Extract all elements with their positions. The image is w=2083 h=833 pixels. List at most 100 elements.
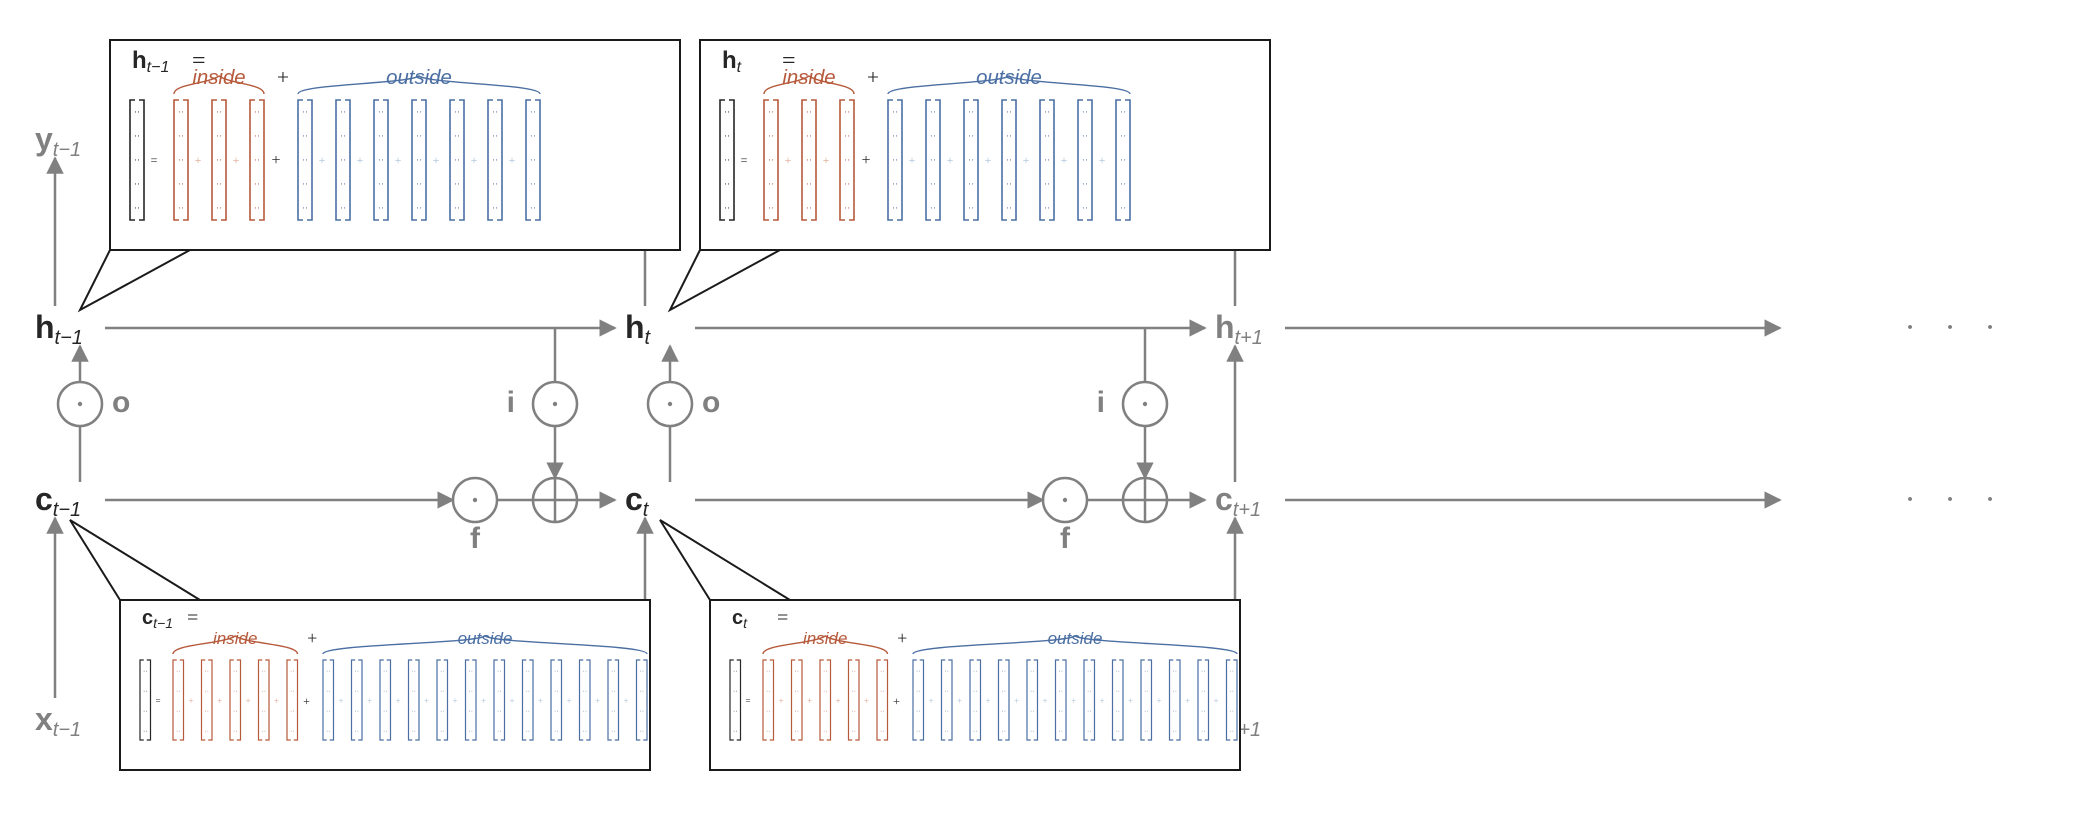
svg-text:+: + [303,694,310,708]
svg-text:··: ·· [355,708,360,715]
svg-text:··: ·· [852,728,857,735]
svg-text:··: ·· [1044,131,1050,141]
svg-text:··: ·· [583,708,588,715]
lstm-decomposition-diagram: yt−1ytyt+1ht−1ct−1htctht+1ct+1xt−1xtxt+1… [0,0,2083,833]
svg-text:+: + [1128,696,1133,706]
svg-text:··: ·· [973,688,978,695]
ellipsis-dot: · [1944,481,1955,518]
svg-text:··: ·· [412,688,417,695]
svg-text:··: ·· [554,668,559,675]
svg-text:=: = [777,607,788,629]
svg-text:··: ·· [1044,155,1050,165]
inside-label: inside [213,629,257,648]
svg-text:··: ·· [1201,668,1206,675]
svg-text:··: ·· [1030,708,1035,715]
svg-text:··: ·· [254,203,260,213]
svg-text:··: ·· [134,107,140,117]
svg-text:+: + [188,696,193,706]
gate-i-label: i [1097,386,1105,419]
svg-text:··: ·· [1201,708,1206,715]
svg-text:··: ·· [554,688,559,695]
svg-text:··: ·· [795,668,800,675]
ellipsis-dot: · [1984,309,1995,346]
svg-text:··: ·· [440,668,445,675]
svg-text:··: ·· [1044,179,1050,189]
svg-text:··: ·· [930,155,936,165]
svg-text:··: ·· [930,107,936,117]
svg-text:··: ·· [178,179,184,189]
svg-text:··: ·· [526,668,531,675]
svg-text:··: ·· [416,203,422,213]
outside-label: outside [976,67,1042,89]
svg-text:··: ·· [1144,688,1149,695]
svg-text:··: ·· [724,131,730,141]
svg-text:··: ·· [1144,708,1149,715]
svg-text:+: + [928,696,933,706]
svg-text:··: ·· [880,668,885,675]
svg-text:··: ·· [1173,728,1178,735]
svg-text:··: ·· [178,203,184,213]
svg-text:+: + [424,696,429,706]
callout-c_tm1: ct−1=········=········+········+········… [70,520,650,770]
svg-text:··: ·· [1120,179,1126,189]
svg-text:··: ·· [733,688,738,695]
svg-text:··: ·· [1030,668,1035,675]
svg-text:ht+1: ht+1 [1215,309,1263,349]
svg-text:+: + [1213,696,1218,706]
svg-text:+: + [1185,696,1190,706]
svg-text:··: ·· [233,688,238,695]
svg-text:··: ·· [930,203,936,213]
svg-text:··: ·· [134,179,140,189]
svg-text:··: ·· [497,728,502,735]
svg-text:+: + [509,696,514,706]
svg-text:··: ·· [768,107,774,117]
svg-text:··: ·· [302,155,308,165]
svg-text:+: + [338,696,343,706]
outside-label: outside [1048,629,1103,648]
svg-text:··: ·· [216,107,222,117]
svg-text:··: ·· [973,668,978,675]
svg-text:··: ·· [1044,107,1050,117]
svg-text:··: ·· [806,203,812,213]
h-0: ht−1 [35,309,83,349]
svg-text:+: + [277,65,289,89]
svg-text:··: ·· [233,668,238,675]
svg-text:··: ·· [326,708,331,715]
svg-text:··: ·· [1201,688,1206,695]
svg-text:+: + [864,696,869,706]
svg-text:··: ·· [733,728,738,735]
svg-text:··: ·· [378,203,384,213]
svg-text:··: ·· [440,728,445,735]
svg-text:ct+1: ct+1 [1215,481,1261,521]
svg-text:··: ·· [640,668,645,675]
svg-text:··: ·· [340,203,346,213]
svg-text:··: ·· [134,131,140,141]
svg-text:··: ·· [823,708,828,715]
c-2: ct+1 [1215,481,1261,521]
svg-text:··: ·· [916,688,921,695]
svg-text:··: ·· [530,203,536,213]
svg-text:··: ·· [492,203,498,213]
svg-text:··: ·· [724,179,730,189]
svg-text:··: ·· [1087,668,1092,675]
svg-text:··: ·· [492,107,498,117]
svg-text:+: + [985,696,990,706]
c-0: ct−1 [35,481,81,521]
svg-text:··: ·· [530,107,536,117]
svg-text:··: ·· [290,708,295,715]
svg-text:+: + [367,696,372,706]
svg-text:··: ·· [497,688,502,695]
svg-text:+: + [1014,696,1019,706]
gate-f-label: f [1060,522,1071,555]
svg-text:ct: ct [625,481,650,521]
svg-text:··: ·· [806,131,812,141]
svg-text:··: ·· [852,708,857,715]
svg-text:··: ·· [880,708,885,715]
svg-text:··: ·· [766,728,771,735]
svg-text:··: ·· [1044,203,1050,213]
svg-text:··: ·· [583,728,588,735]
svg-text:+: + [1071,696,1076,706]
svg-text:··: ·· [1201,728,1206,735]
svg-text:··: ·· [1030,688,1035,695]
ellipsis-dot: · [1984,481,1995,518]
